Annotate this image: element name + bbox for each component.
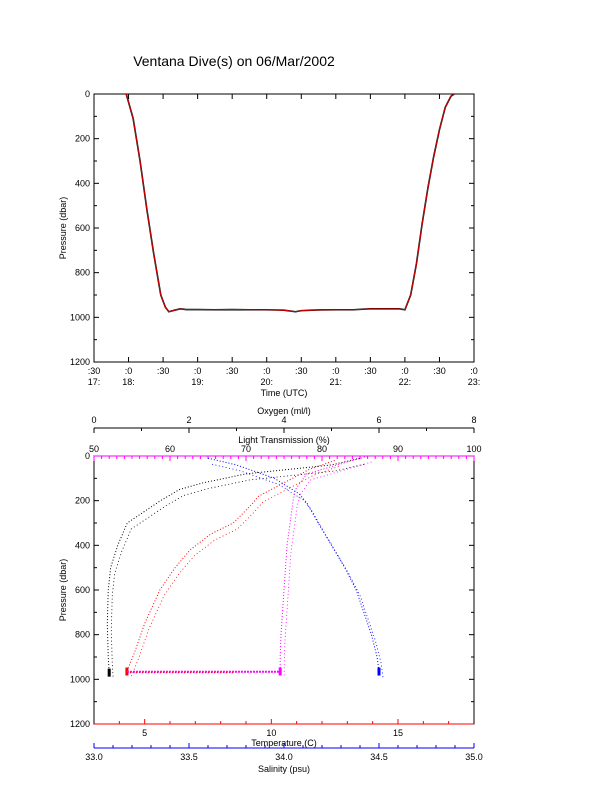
y-tick-label: 1200 — [70, 719, 90, 729]
salinity-profile-line-upcast — [211, 463, 384, 678]
salinity-profile-bottom-cluster — [377, 667, 381, 676]
x-tick-label-minutes: :30 — [226, 366, 239, 376]
plot2-data — [106, 455, 384, 679]
x-tick-label-minutes: :0 — [263, 366, 271, 376]
y-tick-label: 800 — [75, 268, 90, 278]
light-tick-label: 70 — [241, 444, 251, 454]
y-tick-label: 1200 — [70, 357, 90, 367]
x-tick-label-minutes: :0 — [125, 366, 133, 376]
plot1-y-axis: 0 200 400 600 800 1000 1200 — [70, 89, 474, 367]
plot1-x-axis-label: Time (UTC) — [261, 388, 308, 398]
x-tick-label-hour: 17: — [88, 377, 101, 387]
y-tick-label: 0 — [85, 89, 90, 99]
salinity-tick-label: 34.0 — [275, 752, 293, 762]
temperature-profile-line-upcast — [130, 466, 339, 678]
y-tick-label: 600 — [75, 223, 90, 233]
x-tick-label-hour: 19: — [191, 377, 204, 387]
y-tick-label: 0 — [85, 451, 90, 461]
plot1-y-axis-label: Pressure (dbar) — [58, 197, 68, 260]
oxygen-profile-line-upcast — [110, 463, 365, 679]
x-tick-label-hour: 21: — [330, 377, 343, 387]
plot2-axes: 0 200 400 600 800 1000 1200 0 2 4 6 8 50 60 70 80 90 100 5… — [70, 415, 483, 762]
temperature-tick-label: 5 — [142, 728, 147, 738]
profile-chart: 0 200 400 600 800 1000 1200 0 2 4 6 8 50 60 70 80 90 100 5… — [58, 406, 483, 774]
light-tick-label: 90 — [393, 444, 403, 454]
oxygen-tick-label: 8 — [471, 415, 476, 425]
x-tick-label-hour: 22: — [399, 377, 412, 387]
y-tick-label: 200 — [75, 496, 90, 506]
salinity-axis-label: Salinity (psu) — [258, 764, 310, 774]
y-tick-label: 1000 — [70, 674, 90, 684]
x-tick-label-hour: 18: — [122, 377, 135, 387]
oxygen-tick-label: 4 — [281, 415, 286, 425]
oxygen-axis-label: Oxygen (ml/l) — [257, 406, 311, 416]
plot2-y-axis-label: Pressure (dbar) — [58, 559, 68, 622]
light-transmission-profile-line-upcast — [283, 461, 372, 678]
temperature-profile-line — [126, 459, 335, 672]
oxygen-profile-line — [106, 457, 361, 673]
light-tick-label: 60 — [165, 444, 175, 454]
salinity-tick-label: 33.5 — [180, 752, 198, 762]
salinity-profile — [207, 457, 384, 678]
plot1-x-axis: :3017::018::30:019::30:020::30:021::30:0… — [88, 94, 481, 387]
salinity-profile-line — [207, 457, 380, 672]
light-tick-label: 100 — [466, 444, 481, 454]
temperature-tick-label: 10 — [266, 728, 276, 738]
x-tick-label-minutes: :0 — [194, 366, 202, 376]
x-tick-label-minutes: :30 — [364, 366, 377, 376]
y-tick-label: 200 — [75, 134, 90, 144]
salinity-tick-label: 34.5 — [370, 752, 388, 762]
light-tick-label: 80 — [317, 444, 327, 454]
salinity-tick-label: 35.0 — [465, 752, 483, 762]
pressure-trace-points — [125, 93, 455, 313]
temperature-profile — [125, 459, 339, 678]
y-tick-label: 800 — [75, 630, 90, 640]
plot1-frame — [93, 93, 475, 363]
y-tick-label: 600 — [75, 585, 90, 595]
oxygen-tick-label: 0 — [91, 415, 96, 425]
x-tick-label-hour: 23: — [468, 377, 481, 387]
x-tick-label-minutes: :30 — [157, 366, 170, 376]
oxygen-tick-label: 2 — [186, 415, 191, 425]
x-tick-label-minutes: :0 — [470, 366, 478, 376]
y-tick-label: 1000 — [70, 312, 90, 322]
temperature-tick-label: 15 — [393, 728, 403, 738]
light-transmission-axis-label: Light Transmission (%) — [238, 435, 330, 445]
x-tick-label-minutes: :0 — [332, 366, 340, 376]
chart-title: Ventana Dive(s) on 06/Mar/2002 — [133, 53, 335, 69]
light-transmission-profile-line — [279, 455, 368, 672]
pressure-trace-line — [125, 93, 455, 313]
salinity-tick-label: 33.0 — [85, 752, 103, 762]
y-tick-label: 400 — [75, 178, 90, 188]
oxygen-profile-bottom-cluster — [107, 668, 111, 677]
temperature-axis-label: Temperature (C) — [251, 738, 317, 748]
oxygen-profile — [106, 457, 365, 679]
oxygen-tick-label: 6 — [376, 415, 381, 425]
x-tick-label-minutes: :30 — [88, 366, 101, 376]
x-tick-label-minutes: :0 — [401, 366, 409, 376]
plot1-data — [125, 93, 455, 313]
y-tick-label: 400 — [75, 540, 90, 550]
x-tick-label-minutes: :30 — [433, 366, 446, 376]
light-tick-label: 50 — [89, 444, 99, 454]
x-tick-label-hour: 20: — [260, 377, 273, 387]
x-tick-label-minutes: :30 — [295, 366, 308, 376]
